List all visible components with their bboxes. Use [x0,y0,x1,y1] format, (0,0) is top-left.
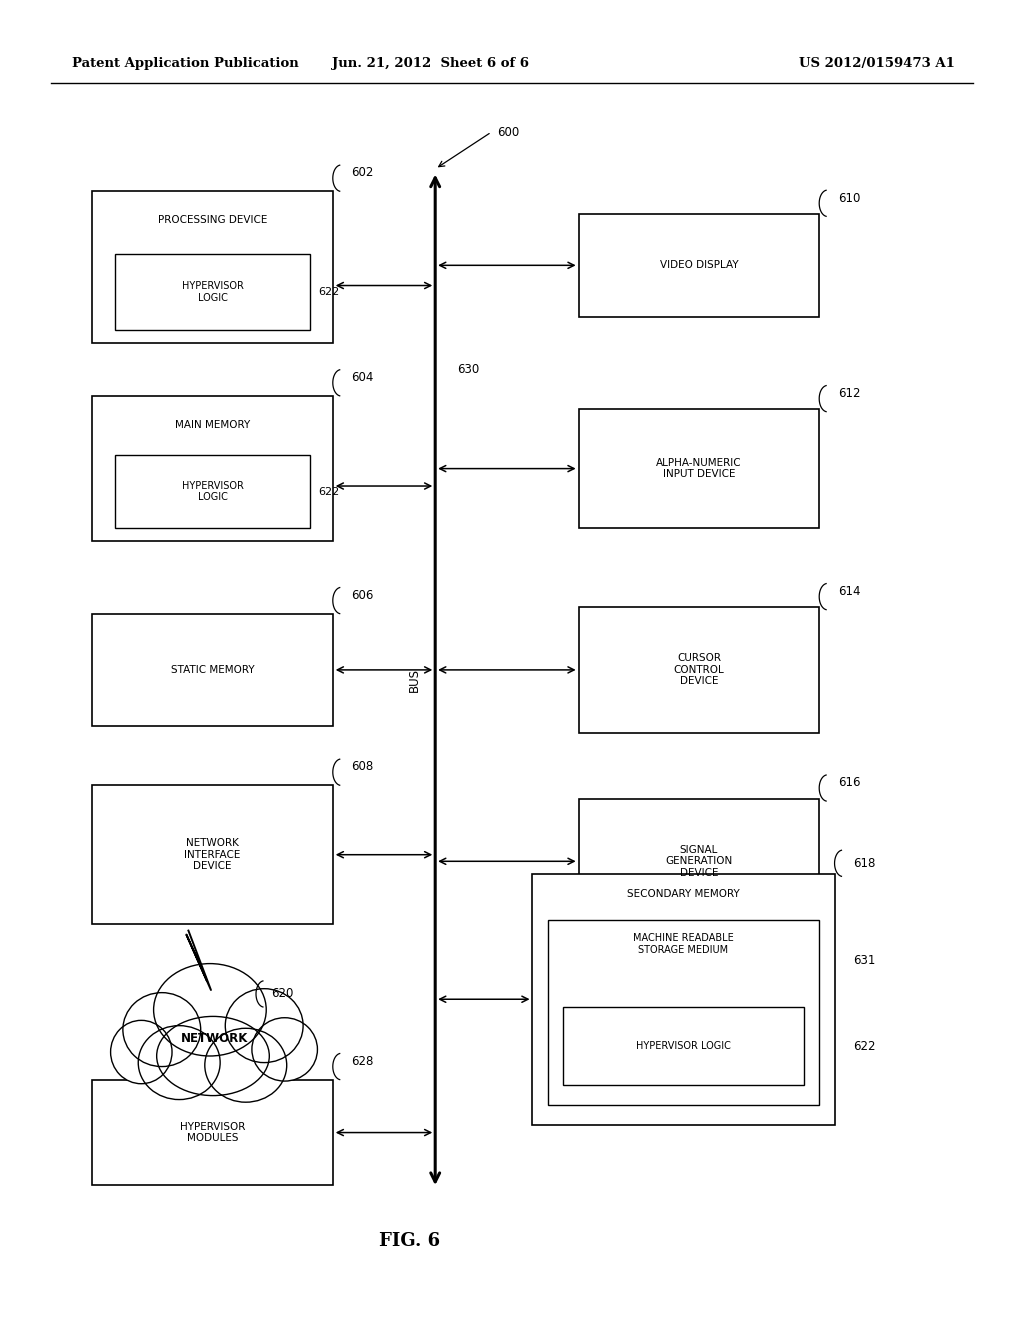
Bar [125,264,321,341]
Ellipse shape [252,1018,317,1081]
Text: Jun. 21, 2012  Sheet 6 of 6: Jun. 21, 2012 Sheet 6 of 6 [332,57,528,70]
Text: 630: 630 [457,363,479,376]
Text: NETWORK
INTERFACE
DEVICE: NETWORK INTERFACE DEVICE [184,838,241,871]
Text: 604: 604 [351,371,374,384]
Text: SIGNAL
GENERATION
DEVICE: SIGNAL GENERATION DEVICE [666,845,732,878]
Bar [92,785,333,924]
Text: 606: 606 [351,589,374,602]
Bar [115,253,310,330]
Text: HYPERVISOR
MODULES: HYPERVISOR MODULES [180,1122,245,1143]
Text: 608: 608 [351,760,374,774]
Text: US 2012/0159473 A1: US 2012/0159473 A1 [799,57,954,70]
Text: HYPERVISOR
LOGIC: HYPERVISOR LOGIC [181,480,244,503]
Text: 616: 616 [838,776,860,789]
Text: NETWORK: NETWORK [181,1032,249,1045]
Bar [573,1018,814,1096]
Text: 610: 610 [838,191,860,205]
Text: 622: 622 [318,487,340,496]
Text: VIDEO DISPLAY: VIDEO DISPLAY [659,260,738,271]
Ellipse shape [157,1016,269,1096]
Text: 620: 620 [271,987,294,1001]
Text: MACHINE READABLE
STORAGE MEDIUM: MACHINE READABLE STORAGE MEDIUM [633,933,734,954]
Text: FIG. 6: FIG. 6 [379,1232,440,1250]
Text: 631: 631 [853,954,876,968]
Text: Patent Application Publication: Patent Application Publication [72,57,298,70]
Text: STATIC MEMORY: STATIC MEMORY [171,665,254,675]
Text: HYPERVISOR
LOGIC: HYPERVISOR LOGIC [181,281,244,302]
Ellipse shape [205,1028,287,1102]
Text: PROCESSING DEVICE: PROCESSING DEVICE [158,215,267,226]
Text: CURSOR
CONTROL
DEVICE: CURSOR CONTROL DEVICE [674,653,724,686]
Text: BUS: BUS [409,668,421,692]
Bar [125,466,321,539]
Text: 612: 612 [838,387,860,400]
Text: HYPERVISOR LOGIC: HYPERVISOR LOGIC [636,1041,731,1051]
Ellipse shape [138,1026,220,1100]
Bar [92,1080,333,1185]
Text: 622: 622 [853,1040,876,1053]
Ellipse shape [154,964,266,1056]
Text: ALPHA-NUMERIC
INPUT DEVICE: ALPHA-NUMERIC INPUT DEVICE [656,458,741,479]
Text: MAIN MEMORY: MAIN MEMORY [175,420,250,430]
Text: 628: 628 [351,1055,374,1068]
Ellipse shape [225,989,303,1063]
Bar [532,874,835,1125]
Bar [579,607,819,733]
Bar [548,920,819,1105]
Bar [92,191,333,343]
Bar [563,1007,804,1085]
Ellipse shape [111,1020,172,1084]
Text: 600: 600 [497,125,519,139]
Bar [92,614,333,726]
Text: SECONDARY MEMORY: SECONDARY MEMORY [627,888,740,899]
Bar [115,455,310,528]
Bar [579,799,819,924]
Ellipse shape [123,993,201,1067]
Text: 602: 602 [351,166,374,180]
Bar [92,396,333,541]
Bar [579,214,819,317]
Text: 618: 618 [853,857,876,870]
Bar [579,409,819,528]
Text: 614: 614 [838,585,860,598]
Text: 622: 622 [318,286,340,297]
